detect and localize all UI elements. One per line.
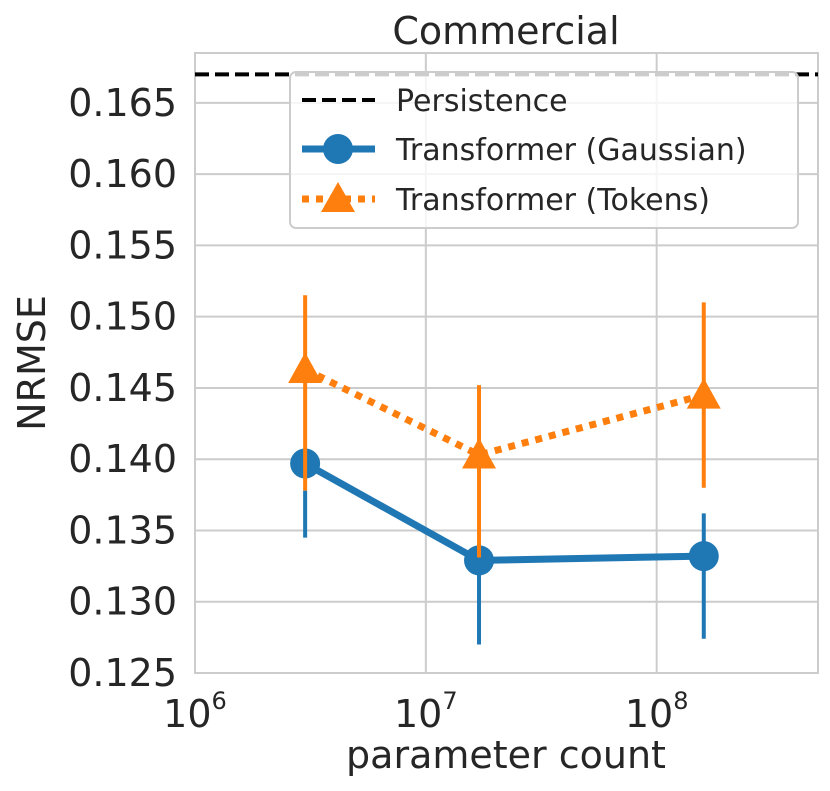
x-tick-label-1: 107 — [394, 687, 458, 736]
data-point-1-2 — [686, 378, 721, 409]
y-tick-label-4: 0.145 — [68, 366, 177, 410]
plot-frame — [194, 52, 819, 674]
legend-label-tokens: Transformer (Tokens) — [395, 183, 710, 218]
y-tick-label-5: 0.150 — [68, 295, 177, 339]
data-point-0-1 — [464, 545, 495, 576]
y-tick-label-1: 0.130 — [68, 580, 177, 624]
x-tick-label-2: 108 — [625, 687, 689, 736]
y-tick-label-0: 0.125 — [68, 651, 177, 695]
chart-title: Commercial — [392, 9, 619, 53]
legend-marker-tokens — [321, 182, 355, 212]
y-tick-label-6: 0.155 — [68, 223, 177, 267]
series-line-1 — [303, 366, 705, 459]
legend-marker-gaussian — [323, 134, 353, 164]
legend-label-persistence: Persistence — [396, 84, 568, 119]
legend: Persistence Transformer (Gaussian) Trans… — [289, 71, 799, 229]
x-axis-label: parameter count — [346, 733, 666, 777]
series-0 — [290, 448, 719, 645]
series-group — [288, 295, 721, 645]
y-axis-label: NRMSE — [10, 295, 54, 431]
y-tick-label-7: 0.160 — [68, 152, 177, 196]
y-tick-labels: 0.125 0.130 0.135 0.140 0.145 0.150 0.155 0.160… — [68, 81, 177, 695]
series-1 — [288, 295, 721, 558]
data-point-1-1 — [462, 437, 497, 469]
data-point-1-0 — [288, 352, 323, 384]
y-tick-label-3: 0.140 — [68, 437, 177, 481]
y-tick-label-8: 0.165 — [68, 81, 177, 125]
legend-label-gaussian: Transformer (Gaussian) — [395, 133, 747, 168]
x-tick-labels: 106 107 108 — [163, 687, 688, 736]
series-line-0 — [303, 460, 704, 564]
y-tick-label-2: 0.135 — [68, 508, 177, 552]
legend-box — [289, 71, 799, 229]
data-point-0-2 — [688, 541, 719, 572]
x-tick-label-0: 106 — [163, 687, 227, 736]
